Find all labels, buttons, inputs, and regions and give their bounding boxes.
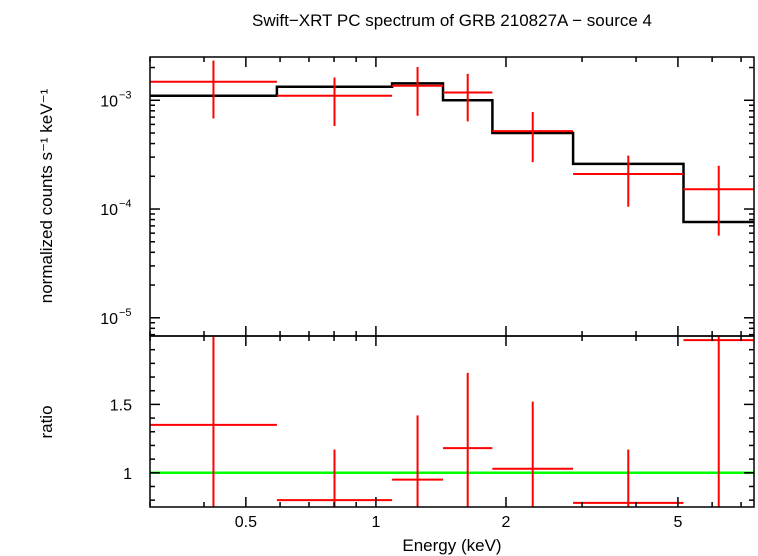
- bottom-y-tick-label-1: 1.5: [110, 397, 132, 414]
- ratio-data-point-0: [150, 336, 277, 507]
- top-data-point-4: [492, 112, 574, 163]
- chart-title: Swift−XRT PC spectrum of GRB 210827A − s…: [252, 11, 652, 30]
- top-panel-ticks: [149, 57, 754, 336]
- x-tick-label-3: 5: [673, 514, 682, 531]
- top-data-point-6: [683, 165, 754, 236]
- x-tick-labels: 0.5 1 2 5: [235, 514, 683, 531]
- top-y-axis-label: normalized counts s⁻¹ keV⁻¹: [37, 88, 56, 303]
- model-step-curve: [150, 82, 754, 224]
- ratio-data-point-2: [392, 415, 444, 507]
- bottom-y-tick-labels: 11.5: [110, 397, 132, 482]
- top-data-point-3: [443, 73, 493, 122]
- top-model-curve: [150, 82, 754, 224]
- ratio-data-point-4: [492, 401, 574, 507]
- top-data-points: [150, 60, 754, 236]
- top-y-tick-label-0: 10: [100, 93, 118, 110]
- top-y-tick-labels: 10−310−410−5: [100, 89, 131, 328]
- top-y-tick-exponent-2: −5: [119, 307, 132, 319]
- ratio-data-point-5: [573, 449, 684, 507]
- x-axis-label: Energy (keV): [402, 536, 501, 555]
- ratio-data-point-1: [276, 449, 393, 507]
- top-panel: 10−310−410−5 normalized counts s⁻¹ keV⁻¹: [37, 56, 755, 337]
- top-y-tick-exponent-1: −4: [119, 198, 132, 210]
- top-data-point-5: [573, 155, 684, 207]
- top-y-tick-label-1: 10: [100, 202, 118, 219]
- bottom-panel-frame: [149, 335, 755, 508]
- x-tick-label-1: 1: [371, 514, 380, 531]
- bottom-y-tick-label-0: 1: [123, 466, 132, 483]
- x-tick-label-2: 2: [502, 514, 511, 531]
- bottom-panel: 11.5 0.5 1 2 5 ratio Energy (keV): [37, 335, 755, 555]
- ratio-data-point-6: [683, 336, 754, 507]
- x-tick-label-0: 0.5: [235, 514, 257, 531]
- bottom-y-axis-label: ratio: [37, 405, 56, 438]
- top-data-point-0: [150, 60, 277, 119]
- top-y-tick-label-2: 10: [100, 311, 118, 328]
- top-data-point-1: [276, 77, 393, 127]
- ratio-data-points: [150, 336, 754, 507]
- bottom-panel-ticks: [149, 336, 754, 507]
- top-panel-frame: [149, 56, 755, 337]
- ratio-data-point-3: [443, 372, 493, 507]
- top-y-tick-exponent-0: −3: [119, 89, 132, 101]
- top-data-point-2: [392, 67, 444, 116]
